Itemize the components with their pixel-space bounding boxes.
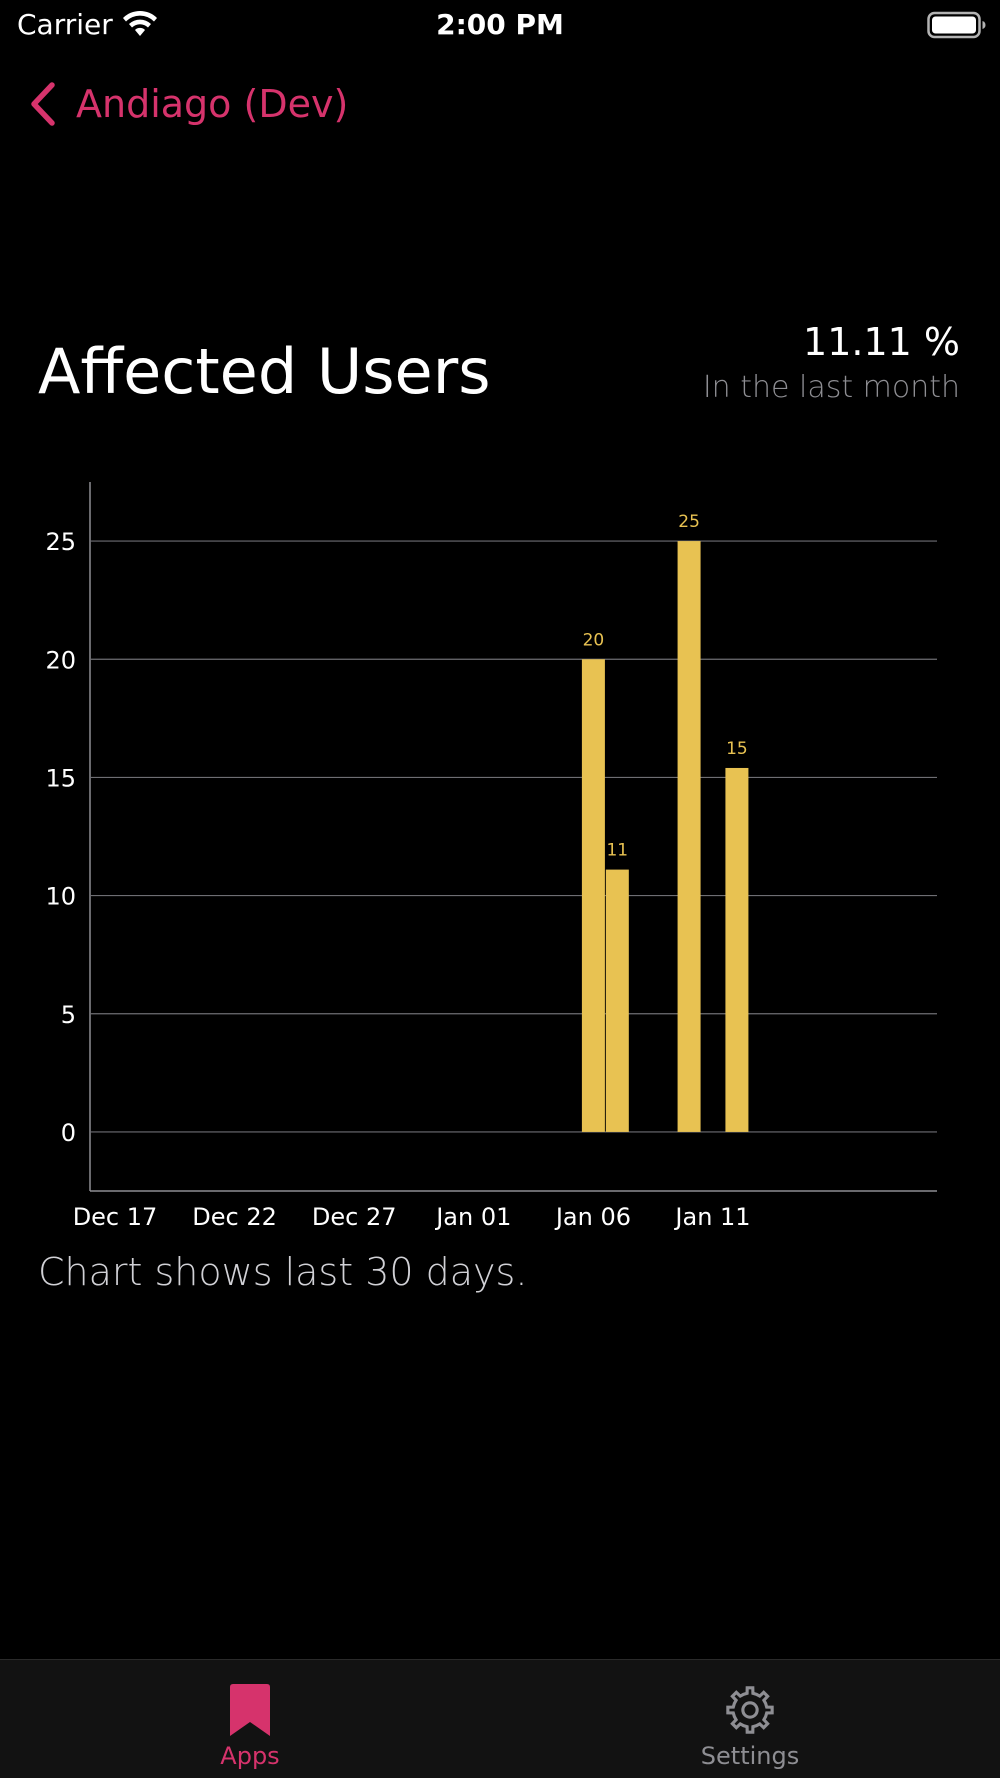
- y-tick-label: 15: [45, 764, 76, 792]
- x-tick-label: Jan 06: [554, 1203, 631, 1231]
- x-tick-label: Jan 11: [673, 1203, 750, 1231]
- carrier-label: Carrier: [17, 8, 113, 41]
- back-button-label: Andiago (Dev): [76, 82, 349, 126]
- gear-icon: [726, 1686, 774, 1734]
- stat-caption: In the last month: [702, 370, 960, 405]
- x-tick-label: Jan 01: [434, 1203, 511, 1231]
- affected-percentage: 11.11 %: [803, 320, 960, 364]
- bar-value-label: 15: [726, 739, 748, 759]
- bar-value-label: 20: [583, 630, 605, 650]
- x-tick-label: Dec 17: [73, 1203, 158, 1231]
- x-tick-label: Dec 27: [312, 1203, 397, 1231]
- bar-value-label: 25: [678, 512, 700, 532]
- status-bar: Carrier 2:00 PM: [0, 0, 1000, 50]
- tab-bar: Apps Settings: [0, 1659, 1000, 1778]
- chevron-left-icon: [31, 82, 55, 126]
- y-tick-label: 10: [45, 883, 76, 911]
- chart-note: Chart shows last 30 days.: [38, 1250, 528, 1294]
- tab-settings-label: Settings: [700, 1742, 800, 1770]
- bar: [677, 541, 701, 1132]
- tab-apps[interactable]: Apps: [0, 1660, 500, 1778]
- affected-users-chart: 0 5 10 15 20 25 Dec 17 Dec 22 Dec 27 Jan 01 Jan 06…: [45, 482, 937, 1231]
- y-tick-label: 5: [61, 1001, 76, 1029]
- bar: [605, 869, 629, 1132]
- page-title: Affected Users: [38, 335, 491, 408]
- bar: [725, 767, 749, 1132]
- bar: [581, 659, 605, 1132]
- wifi-icon: [123, 10, 157, 36]
- battery-icon: [927, 11, 986, 39]
- tab-settings[interactable]: Settings: [500, 1660, 1000, 1778]
- tab-apps-label: Apps: [220, 1742, 280, 1770]
- back-button[interactable]: Andiago (Dev): [28, 74, 348, 134]
- y-tick-label: 20: [45, 646, 76, 674]
- status-time: 2:00 PM: [436, 8, 564, 41]
- x-tick-label: Dec 22: [192, 1203, 277, 1231]
- y-tick-label: 25: [45, 528, 76, 556]
- bookmark-icon: [230, 1684, 270, 1736]
- y-tick-label: 0: [61, 1119, 76, 1147]
- bar-value-label: 11: [606, 841, 628, 861]
